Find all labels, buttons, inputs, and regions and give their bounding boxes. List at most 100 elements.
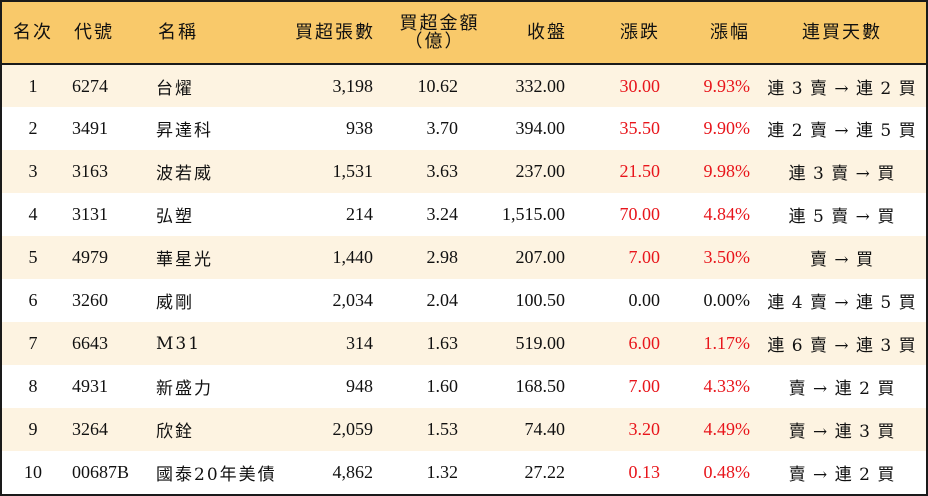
- net-buy-amount-cell: 1.60: [426, 376, 459, 396]
- table-row: 9 3264 欣銓 2,059 1.53 74.40 3.20 4.49% 賣 …: [2, 408, 926, 451]
- net-buy-amount-cell: 10.62: [417, 75, 459, 96]
- header-net-buy-lots: 買超張數: [295, 21, 375, 43]
- close-cell: 394.00: [515, 118, 566, 138]
- rank-cell: 2: [28, 118, 38, 138]
- header-change-pct: 漲幅: [710, 21, 750, 43]
- close-cell: 74.40: [524, 419, 566, 439]
- close-cell: 237.00: [515, 161, 566, 181]
- change-cell: 7.00: [628, 247, 661, 267]
- streak-cell: 賣 → 買: [809, 250, 875, 270]
- change-pct-cell: 4.49%: [703, 419, 751, 439]
- net-buy-amount-cell: 2.98: [426, 247, 459, 267]
- streak-cell: 連 3 賣 → 連 2 買: [767, 78, 917, 99]
- close-cell: 519.00: [515, 333, 566, 353]
- close-cell: 332.00: [515, 75, 566, 96]
- table-body: 1 6274 台燿 3,198 10.62 332.00 30.00 9.93%…: [2, 64, 926, 494]
- code-cell: 6274: [72, 75, 108, 96]
- close-cell: 207.00: [515, 247, 566, 267]
- header-change: 漲跌: [620, 21, 660, 43]
- table-row: 6 3260 威剛 2,034 2.04 100.50 0.00 0.00% 連…: [2, 279, 926, 322]
- header-net-buy-amount: 買超金額 （億）: [381, 2, 480, 64]
- change-cell: 35.50: [619, 118, 661, 138]
- table-row: 7 6643 M31 314 1.63 519.00 6.00 1.17% 連 …: [2, 322, 926, 365]
- name-cell: 華星光: [156, 250, 213, 270]
- net-buy-lots-cell: 2,034: [332, 290, 374, 310]
- rank-cell: 6: [28, 290, 38, 310]
- name-cell: 波若威: [156, 164, 213, 184]
- net-buy-amount-cell: 1.63: [426, 333, 459, 353]
- change-pct-cell: 4.84%: [703, 204, 751, 224]
- net-buy-lots-cell: 214: [346, 204, 373, 224]
- name-cell: 國泰20年美債: [156, 465, 277, 485]
- rank-cell: 8: [28, 376, 38, 396]
- header-name: 名稱: [158, 21, 198, 43]
- close-cell: 1,515.00: [502, 204, 565, 224]
- streak-cell: 連 3 賣 → 買: [788, 164, 896, 184]
- rank-cell: 4: [28, 204, 38, 224]
- code-cell: 3491: [72, 118, 108, 138]
- code-cell: 3260: [72, 290, 108, 310]
- net-buy-amount-cell: 1.32: [426, 462, 459, 482]
- table-row: 10 00687B 國泰20年美債 4,862 1.32 27.22 0.13 …: [2, 451, 926, 494]
- change-cell: 7.00: [628, 376, 661, 396]
- change-pct-cell: 9.90%: [703, 118, 751, 138]
- close-cell: 27.22: [524, 462, 566, 482]
- header-net-buy-amount-line1: 買超金額: [399, 12, 480, 34]
- net-buy-amount-cell: 1.53: [426, 419, 459, 439]
- code-cell: 4979: [72, 247, 108, 267]
- change-pct-cell: 4.33%: [703, 376, 751, 396]
- rank-cell: 9: [28, 419, 38, 439]
- name-cell: 新盛力: [156, 379, 213, 399]
- change-cell: 0.00: [628, 290, 661, 310]
- net-buy-amount-cell: 3.70: [426, 118, 459, 138]
- net-buy-amount-cell: 2.04: [426, 290, 459, 310]
- change-cell: 21.50: [619, 161, 661, 181]
- table-row: 4 3131 弘塑 214 3.24 1,515.00 70.00 4.84% …: [2, 193, 926, 236]
- rank-cell: 3: [28, 161, 38, 181]
- change-cell: 6.00: [628, 333, 661, 353]
- net-buy-amount-cell: 3.63: [426, 161, 459, 181]
- streak-cell: 連 6 賣 → 連 3 買: [767, 336, 917, 356]
- net-buy-lots-cell: 4,862: [332, 462, 374, 482]
- name-cell: M31: [156, 333, 202, 354]
- header-rank: 名次: [13, 21, 53, 43]
- change-pct-cell: 9.93%: [703, 75, 751, 96]
- table-row: 5 4979 華星光 1,440 2.98 207.00 7.00 3.50% …: [2, 236, 926, 279]
- net-buy-lots-cell: 948: [346, 376, 373, 396]
- name-cell: 弘塑: [156, 207, 194, 227]
- change-pct-cell: 9.98%: [703, 161, 751, 181]
- change-cell: 0.13: [628, 462, 661, 482]
- name-cell: 昇達科: [156, 121, 213, 141]
- streak-cell: 賣 → 連 2 買: [788, 465, 896, 485]
- close-cell: 100.50: [515, 290, 566, 310]
- rank-cell: 10: [24, 462, 42, 482]
- change-cell: 30.00: [619, 75, 661, 96]
- net-buy-lots-cell: 938: [346, 118, 373, 138]
- code-cell: 3131: [72, 204, 108, 224]
- net-buy-lots-cell: 3,198: [332, 75, 374, 96]
- streak-cell: 賣 → 連 3 買: [788, 422, 896, 442]
- net-buy-lots-cell: 2,059: [332, 419, 374, 439]
- code-cell: 00687B: [72, 462, 130, 482]
- code-cell: 3163: [72, 161, 108, 181]
- change-cell: 3.20: [628, 419, 661, 439]
- header-streak: 連買天數: [802, 21, 882, 43]
- name-cell: 欣銓: [156, 422, 194, 442]
- streak-cell: 賣 → 連 2 買: [788, 379, 896, 399]
- change-pct-cell: 0.48%: [703, 462, 751, 482]
- change-pct-cell: 1.17%: [703, 333, 751, 353]
- streak-cell: 連 4 賣 → 連 5 買: [767, 293, 917, 313]
- name-cell: 台燿: [156, 78, 194, 99]
- code-cell: 3264: [72, 419, 108, 439]
- rank-cell: 1: [28, 75, 38, 96]
- change-cell: 70.00: [619, 204, 661, 224]
- net-buy-lots-cell: 1,531: [332, 161, 374, 181]
- table-row: 1 6274 台燿 3,198 10.62 332.00 30.00 9.93%…: [2, 64, 926, 107]
- change-pct-cell: 0.00%: [703, 290, 751, 310]
- streak-cell: 連 5 賣 → 買: [788, 207, 896, 227]
- table-row: 8 4931 新盛力 948 1.60 168.50 7.00 4.33% 賣 …: [2, 365, 926, 408]
- code-cell: 6643: [72, 333, 108, 353]
- header-close: 收盤: [527, 21, 567, 43]
